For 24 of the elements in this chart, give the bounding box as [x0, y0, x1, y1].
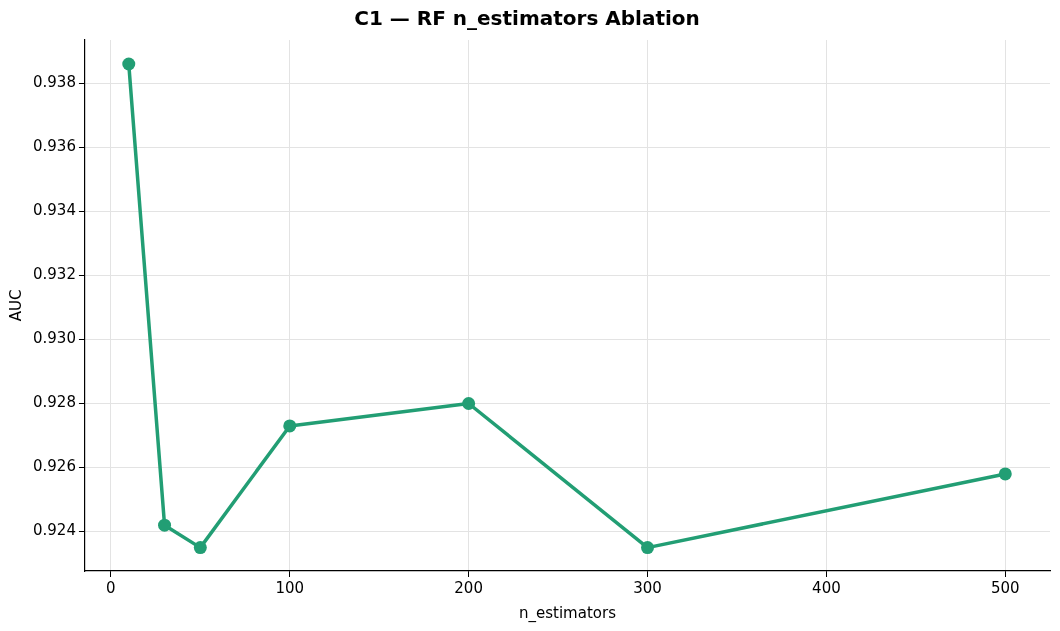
y-tick-label: 0.936 — [32, 137, 76, 156]
y-tick-label: 0.924 — [32, 521, 76, 540]
x-tick-label: 0 — [106, 578, 116, 597]
y-tick-label: 0.928 — [32, 393, 76, 412]
x-tick-label: 400 — [812, 578, 841, 597]
x-tick-label: 200 — [454, 578, 483, 597]
y-tick-label: 0.938 — [32, 73, 76, 92]
y-tick-label: 0.934 — [32, 201, 76, 220]
point — [998, 467, 1012, 481]
y-tick-label: 0.926 — [32, 457, 76, 476]
point — [122, 57, 136, 71]
y-tick-label: 0.932 — [32, 265, 76, 284]
point — [641, 541, 655, 555]
point — [193, 541, 207, 555]
x-tick-label: 100 — [275, 578, 305, 597]
y-axis-title: AUC — [6, 289, 25, 322]
point — [283, 419, 297, 433]
point — [462, 397, 476, 410]
point — [158, 518, 172, 532]
x-tick-label: 300 — [633, 578, 662, 597]
x-axis-title: n_estimators — [518, 603, 617, 623]
chart-title: C1 — RF n_estimators Ablation — [354, 6, 700, 31]
x-tick-label: 500 — [990, 578, 1020, 597]
y-tick-label: 0.930 — [32, 329, 76, 348]
